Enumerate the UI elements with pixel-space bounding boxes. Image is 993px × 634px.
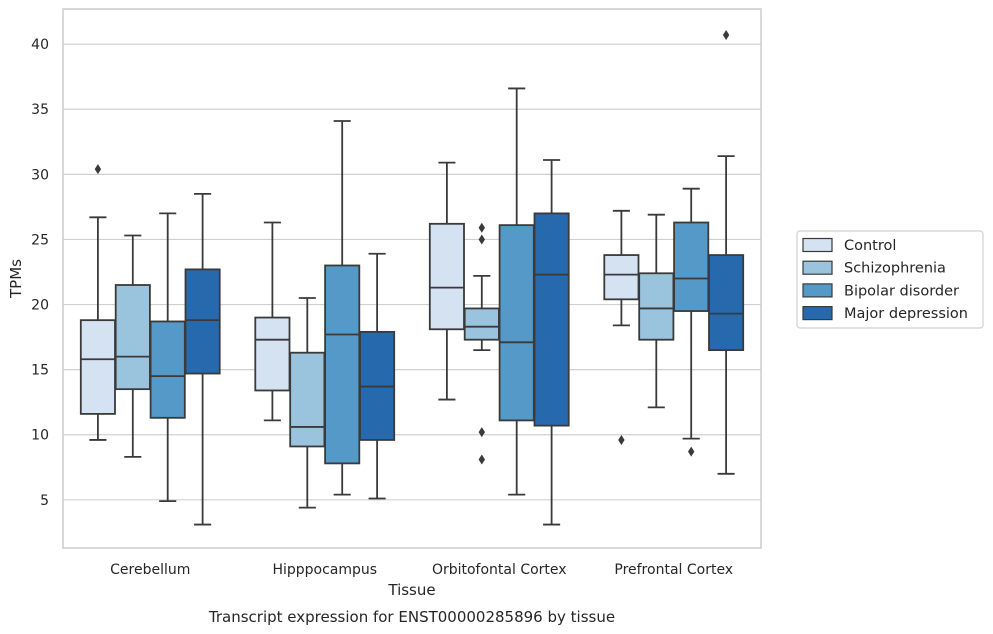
outlier-point [618, 434, 625, 445]
box-body [638, 272, 675, 341]
box-body [254, 316, 291, 392]
y-tick-label: 20 [31, 298, 49, 314]
box-body [289, 351, 326, 448]
box-2-3 [533, 159, 570, 526]
box-body [114, 284, 151, 391]
box-0-2 [149, 212, 186, 503]
box-body [463, 307, 500, 341]
box-body [149, 320, 186, 419]
y-tick-label: 40 [31, 37, 49, 53]
legend-frame [796, 230, 984, 329]
legend-label: Major depression [844, 306, 968, 322]
legend-label: Control [844, 238, 896, 254]
box-3-2 [673, 187, 710, 457]
box-3-0 [603, 209, 640, 445]
box-3-1 [638, 213, 675, 409]
box-2-2 [498, 87, 535, 496]
outlier-point [94, 164, 102, 175]
legend-label: Bipolar disorder [844, 283, 959, 299]
box-0-3 [184, 192, 221, 526]
box-1-3 [359, 252, 396, 500]
y-tick-label: 5 [40, 493, 49, 509]
y-axis-label: TPMs [7, 259, 25, 299]
box-body [708, 254, 745, 352]
x-tick-label: Prefrontal Cortex [614, 562, 733, 578]
legend-item: Schizophrenia [802, 260, 946, 277]
box-1-0 [254, 221, 291, 422]
legend-label: Schizophrenia [844, 261, 946, 277]
legend-swatch [802, 283, 833, 298]
x-axis-label: Tissue [387, 581, 435, 599]
y-tick-label: 35 [31, 102, 49, 118]
legend-item: Control [802, 237, 896, 254]
box-0-1 [114, 234, 151, 458]
box-1-2 [324, 120, 361, 496]
box-body [428, 222, 465, 331]
legend-swatch [802, 237, 833, 253]
outlier-point [478, 454, 485, 465]
box-1-1 [289, 297, 326, 509]
x-tick-label: Orbitofontal Cortex [432, 562, 567, 578]
y-axis-ticks: 5 10 15 20 25 30 35 40 [31, 37, 49, 509]
x-tick-label: Hipppocampus [272, 562, 377, 578]
box-plot-series [79, 30, 745, 526]
y-tick-label: 30 [31, 167, 49, 183]
box-body [673, 221, 710, 312]
y-tick-label: 10 [31, 428, 49, 444]
x-axis-ticks: Cerebellum Hipppocampus Orbitofontal Corte… [110, 562, 733, 578]
box-2-1 [463, 222, 500, 465]
outlier-point [478, 222, 485, 233]
box-body [533, 212, 570, 427]
outlier-point [722, 30, 730, 41]
box-0-0 [79, 164, 116, 441]
outlier-point [688, 446, 695, 457]
chart-caption: Transcript expression for ENST0000028589… [208, 608, 615, 626]
box-body [79, 319, 116, 415]
box-2-0 [428, 161, 465, 401]
y-tick-label: 15 [31, 363, 49, 379]
legend-swatch [802, 306, 833, 321]
box-body [498, 224, 535, 422]
box-body [603, 254, 640, 301]
outlier-point [478, 427, 485, 438]
outlier-point [478, 234, 485, 245]
box-3-3 [708, 30, 745, 475]
legend: Control Schizophrenia Bipolar disorder Majo… [796, 230, 984, 329]
box-body [184, 268, 221, 375]
legend-item: Bipolar disorder [802, 283, 959, 299]
box-body [324, 264, 361, 465]
y-tick-label: 25 [31, 232, 49, 248]
legend-swatch [802, 260, 833, 275]
legend-item: Major depression [802, 306, 968, 322]
x-tick-label: Cerebellum [110, 562, 190, 578]
plot-frame [62, 8, 762, 549]
